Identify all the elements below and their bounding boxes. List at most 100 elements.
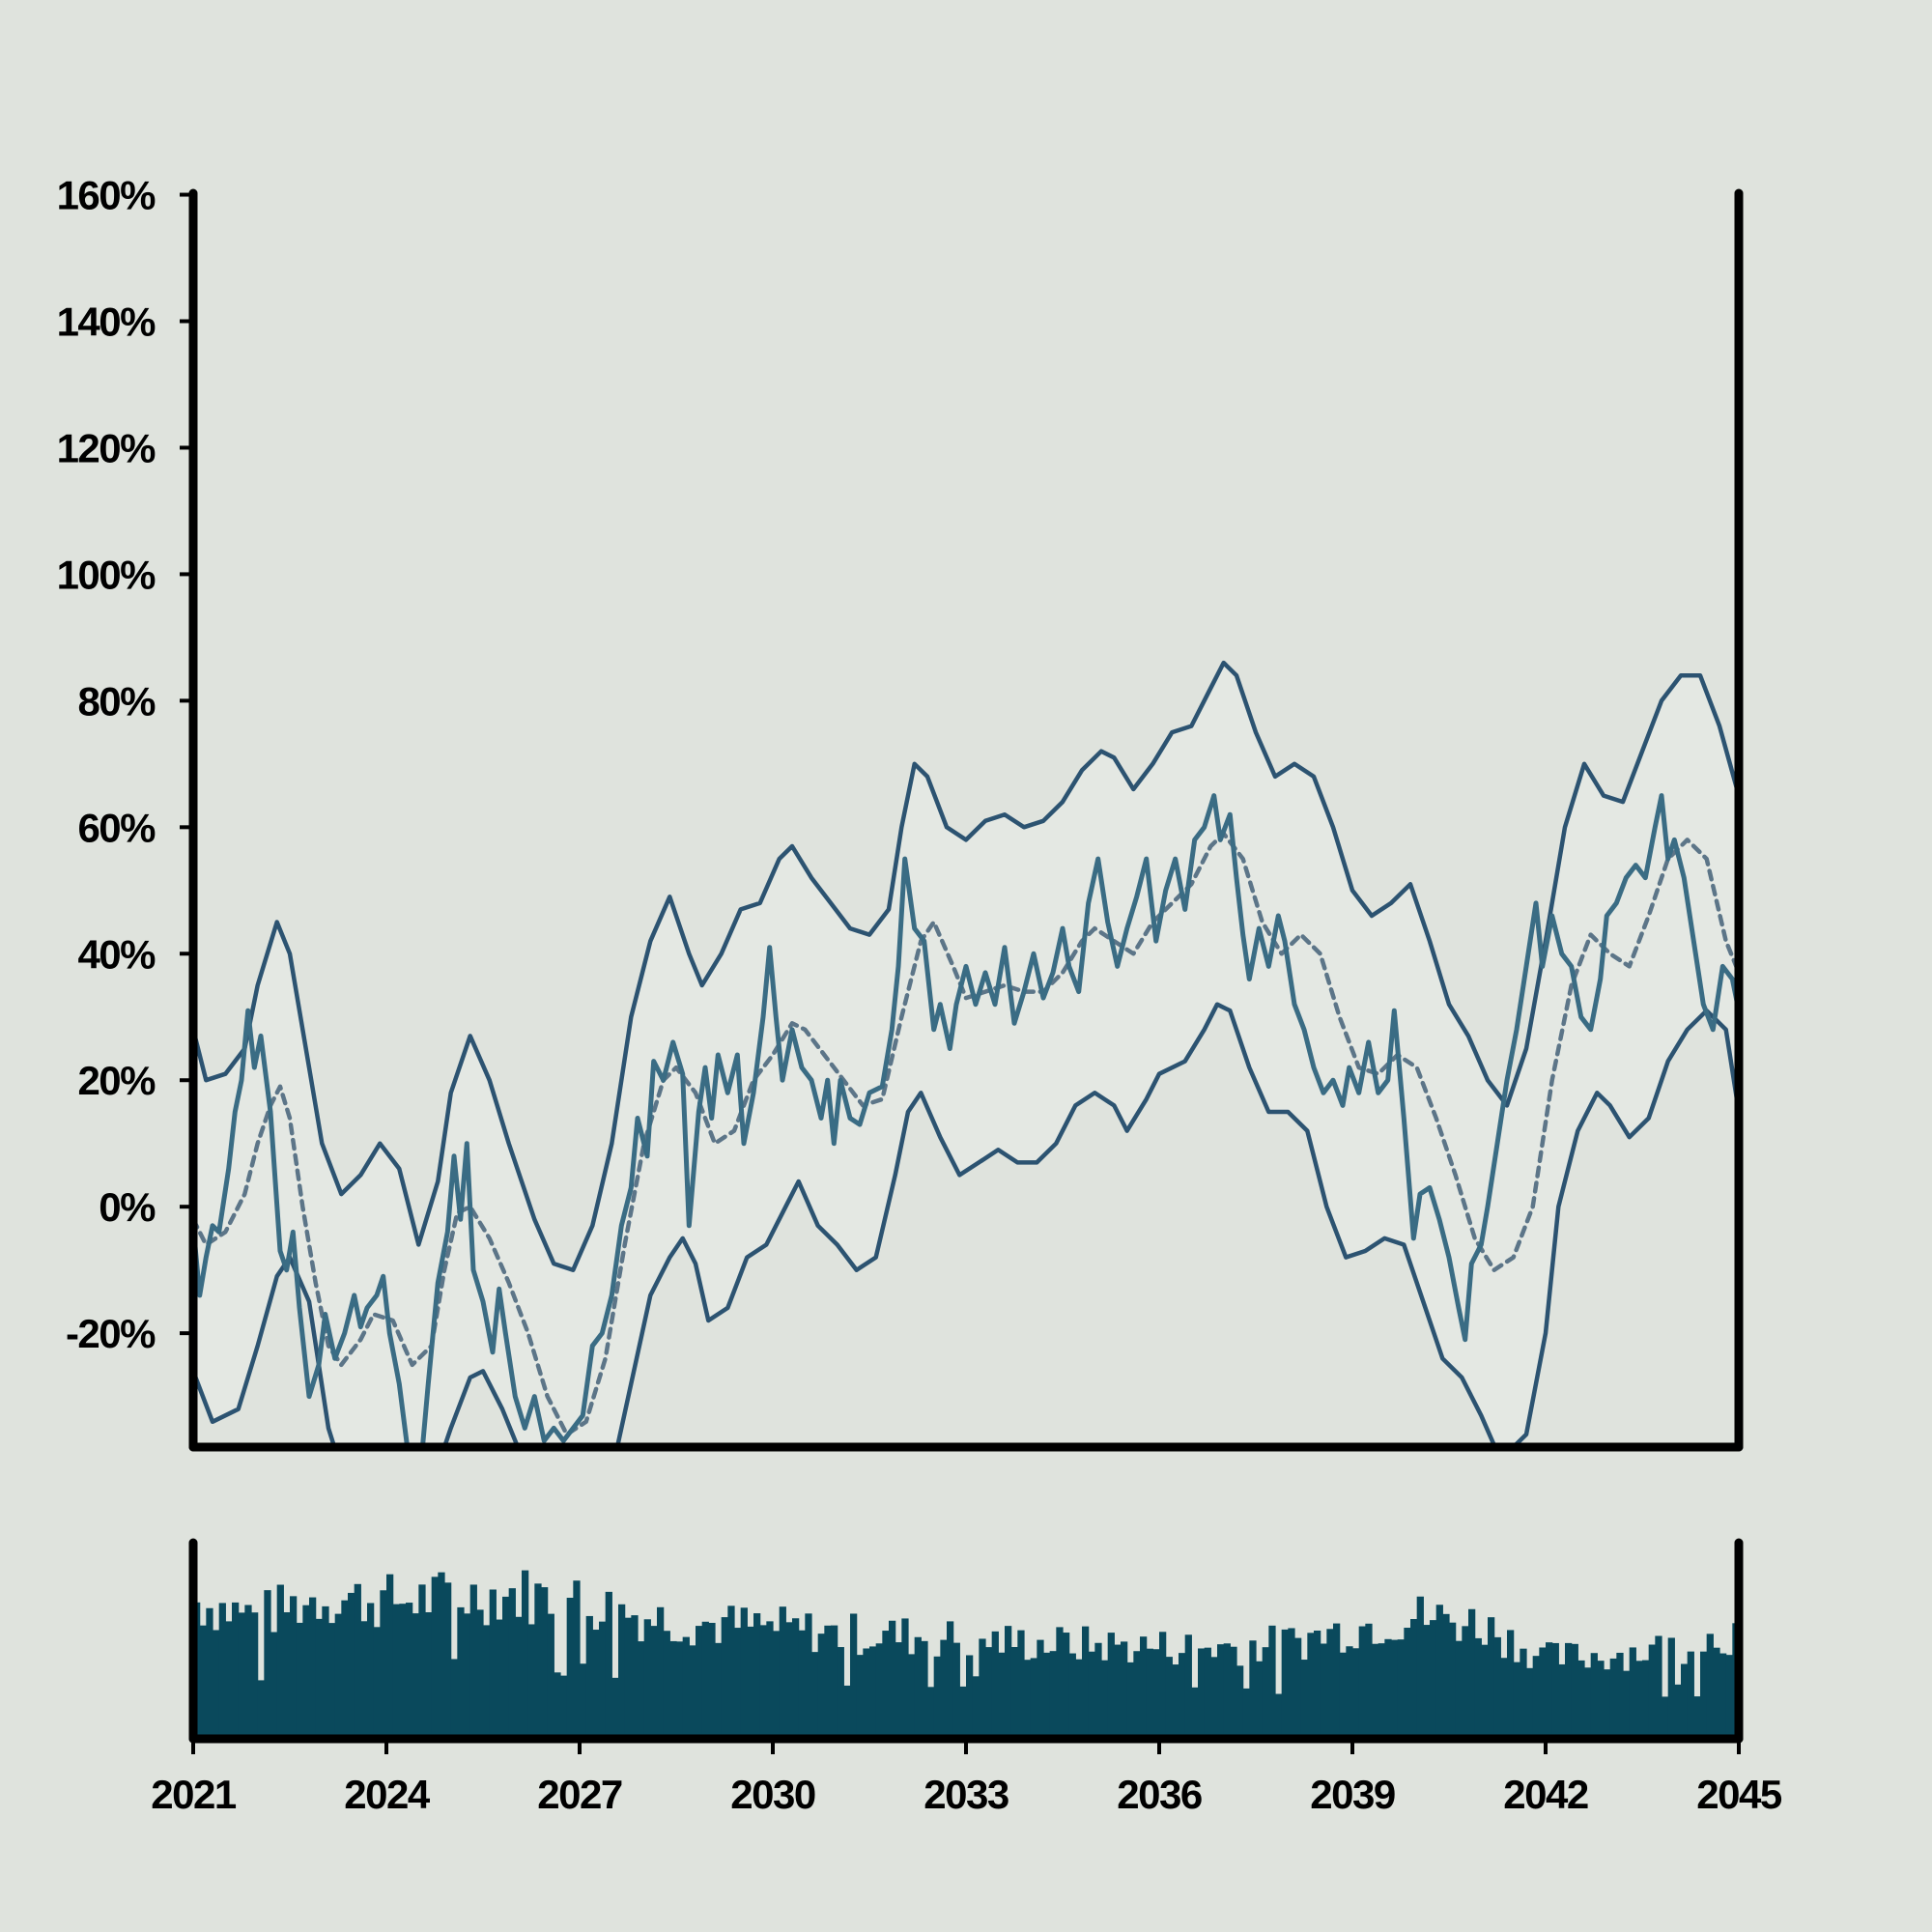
volume-bar: [1339, 1652, 1347, 1739]
volume-bar: [753, 1613, 761, 1739]
volume-bar: [1546, 1642, 1553, 1739]
volume-bar: [708, 1622, 716, 1739]
volume-bar: [1133, 1651, 1141, 1739]
volume-bar: [991, 1631, 999, 1739]
volume-bar: [669, 1640, 677, 1739]
volume-bar: [721, 1617, 728, 1739]
volume-bar: [1725, 1655, 1733, 1739]
volume-bar: [727, 1605, 735, 1739]
volume-bar: [373, 1627, 381, 1739]
volume-bar: [734, 1628, 742, 1739]
volume-bar: [979, 1638, 986, 1739]
volume-bar: [206, 1607, 213, 1739]
volume-bar: [1346, 1646, 1353, 1739]
volume-bar: [1210, 1657, 1218, 1739]
volume-bar: [1204, 1647, 1211, 1739]
volume-bar: [1101, 1660, 1109, 1739]
volume-bar: [296, 1622, 303, 1739]
volume-bar: [1642, 1660, 1650, 1739]
y-tick-label: 120%: [57, 425, 156, 470]
volume-bar: [1017, 1630, 1025, 1739]
volume-bar: [643, 1619, 651, 1739]
y-tick-label: 160%: [57, 173, 156, 218]
volume-bar: [985, 1647, 993, 1739]
volume-bar: [1365, 1623, 1373, 1739]
volume-bar: [367, 1603, 375, 1739]
volume-bar: [1397, 1639, 1405, 1739]
volume-bar: [638, 1641, 645, 1739]
volume-bar: [837, 1647, 844, 1739]
volume-bar: [682, 1636, 690, 1739]
volume-bar: [1571, 1643, 1578, 1739]
volume-bar: [1493, 1636, 1501, 1739]
volume-bar: [489, 1589, 497, 1739]
volume-bar: [1198, 1648, 1206, 1739]
volume-bar: [696, 1626, 703, 1739]
volume-bar: [1616, 1652, 1624, 1739]
volume-bar: [1648, 1644, 1656, 1739]
volume-bar: [218, 1603, 226, 1739]
volume-bar: [1320, 1643, 1327, 1739]
volume-bar: [225, 1621, 233, 1739]
volume-bar: [927, 1687, 935, 1739]
volume-bar: [406, 1603, 413, 1739]
volume-bar: [1609, 1658, 1617, 1739]
volume-bar: [1326, 1629, 1334, 1739]
volume-bar: [515, 1616, 523, 1739]
volume-bar: [831, 1625, 838, 1739]
volume-plot-area: [193, 1570, 1739, 1739]
volume-bar: [1551, 1642, 1559, 1739]
volume-bar: [322, 1605, 329, 1739]
volume-bar: [232, 1602, 240, 1739]
volume-bar: [1126, 1662, 1134, 1739]
volume-bar: [469, 1584, 477, 1739]
volume-bar: [527, 1624, 535, 1739]
volume-bar: [1423, 1625, 1431, 1739]
volume-bar: [1114, 1644, 1122, 1739]
volume-bar: [1333, 1623, 1341, 1739]
volume-bar: [908, 1654, 916, 1739]
volume-bar: [966, 1655, 974, 1739]
lower-band-line: [193, 1002, 1739, 1447]
volume-bar: [1005, 1626, 1012, 1739]
volume-bar: [341, 1600, 349, 1739]
volume-bar: [1107, 1633, 1115, 1739]
volume-bar: [412, 1613, 419, 1739]
volume-bar: [1294, 1637, 1302, 1739]
volume-bar: [1700, 1651, 1708, 1739]
volume-bar: [1706, 1634, 1714, 1739]
volume-bar: [1037, 1639, 1044, 1739]
volume-bar: [541, 1587, 549, 1739]
volume-bar: [605, 1591, 612, 1739]
volume-bar: [933, 1656, 941, 1739]
volume-bar: [386, 1574, 394, 1739]
volume-bar: [599, 1621, 607, 1739]
volume-bar: [1507, 1630, 1515, 1739]
volume-bar: [1146, 1648, 1153, 1739]
volume-bar: [869, 1646, 877, 1739]
volume-bar: [811, 1652, 819, 1739]
volume-bar: [1435, 1605, 1443, 1739]
upper-band-line: [193, 660, 1739, 1272]
volume-bar: [824, 1625, 832, 1739]
volume-bar: [1604, 1669, 1611, 1739]
volume-bar: [348, 1592, 355, 1739]
volume-bar: [1584, 1667, 1592, 1739]
volume-bar: [1629, 1647, 1636, 1739]
volume-bar: [1713, 1647, 1720, 1739]
volume-bar: [251, 1612, 259, 1739]
volume-bar: [759, 1625, 767, 1739]
volume-bar: [1481, 1644, 1489, 1739]
volume-bar: [676, 1641, 684, 1739]
volume-bar: [1532, 1656, 1540, 1739]
volume-bar: [1590, 1653, 1598, 1739]
volume-bar: [901, 1618, 909, 1739]
volume-bar: [238, 1612, 245, 1739]
volume-bar: [560, 1675, 568, 1739]
axes: [180, 188, 1744, 1754]
volume-bar: [431, 1577, 439, 1739]
volume-bar: [1152, 1649, 1160, 1739]
volume-bar: [464, 1613, 471, 1739]
tick-labels: -20% 0% 20% 40% 60% 80% 100% 120% 140% 160% 2021 20…: [57, 173, 1784, 1817]
